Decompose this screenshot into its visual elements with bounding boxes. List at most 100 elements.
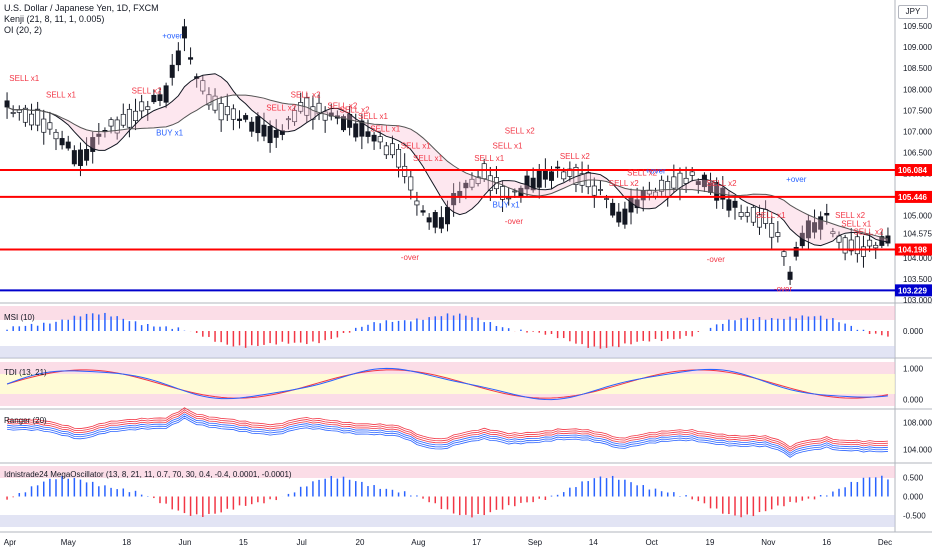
candle-body [365, 131, 371, 137]
x-tick-label: Jun [179, 538, 192, 547]
candle-body [53, 131, 59, 140]
pane-label-tdi[interactable]: TDI (13, 21) [4, 368, 47, 377]
x-tick-label: May [61, 538, 76, 547]
candle-body [775, 232, 781, 237]
candle-body [285, 118, 291, 121]
level-price-tag [895, 164, 932, 177]
x-tick-label: 20 [356, 538, 365, 547]
candle-body [738, 212, 744, 217]
signal-annotation: SELL x2 [835, 211, 865, 220]
candle-body [885, 235, 891, 244]
signal-annotation: -over [707, 255, 726, 264]
candle-body [292, 110, 298, 123]
candle-body [830, 231, 836, 235]
mega-upper-band [0, 466, 895, 478]
candle-body [298, 102, 304, 112]
candle-body [597, 189, 603, 191]
candle-body [243, 115, 249, 120]
x-tick-label: 14 [589, 538, 598, 547]
signal-annotation: +over [786, 175, 807, 184]
candle-body [4, 100, 10, 108]
currency-button[interactable]: JPY [898, 5, 928, 19]
candle-body [812, 222, 818, 233]
signal-annotation: SELL x1 [413, 154, 443, 163]
tdi-mid-band [0, 374, 895, 394]
y-tick-label: 104.575 [903, 230, 932, 239]
candle-body [65, 141, 71, 149]
candle-body [273, 130, 279, 138]
y-tick-label: 109.000 [903, 43, 932, 52]
candle-body [230, 108, 236, 120]
candle-body [542, 170, 548, 180]
candle-body [451, 193, 457, 206]
candle-body [530, 177, 536, 191]
ranger-band-line [7, 413, 888, 454]
candle-body [212, 95, 218, 111]
y-tick-label: 108.000 [903, 85, 932, 94]
x-tick-label: 17 [472, 538, 481, 547]
candle-body [744, 212, 750, 217]
candle-body [848, 239, 854, 252]
candle-body [29, 113, 35, 126]
candle-body [824, 212, 830, 216]
candle-body [383, 145, 389, 156]
signal-annotation: SELL x2 [707, 179, 737, 188]
pane-label-mega[interactable]: Idnistrade24 MegaOscillator (13, 8, 21, … [4, 470, 292, 479]
candle-body [487, 175, 493, 191]
signal-annotation: SELL x2 [291, 91, 321, 100]
candle-body [671, 176, 677, 189]
pane-y-tick-label: 104.000 [903, 446, 932, 455]
candle-body [77, 149, 83, 166]
level-price-tag [895, 284, 932, 297]
x-tick-label: 19 [706, 538, 715, 547]
candle-body [561, 171, 567, 180]
candle-body [371, 134, 377, 142]
ma-slow-line [6, 94, 889, 240]
signal-annotation: SELL x2 [560, 152, 590, 161]
pane-y-tick-label: 0.500 [903, 473, 924, 482]
signal-annotation: -over [401, 253, 420, 262]
signal-annotation: SELL x1 [474, 154, 504, 163]
candle-body [90, 137, 96, 152]
signal-annotation: SELL x1 [493, 141, 523, 150]
ma-fill [7, 73, 888, 246]
y-tick-label: 105.000 [903, 212, 932, 221]
candle-body [188, 57, 194, 60]
signal-annotation: SELL x1 [841, 219, 871, 228]
symbol-title: U.S. Dollar / Japanese Yen, 1D, FXCM [4, 3, 159, 13]
candle-body [206, 94, 212, 106]
mega-lower-band [0, 515, 895, 527]
signal-annotation: -over [505, 217, 524, 226]
y-tick-label: 104.000 [903, 254, 932, 263]
candle-body [341, 116, 346, 131]
level-price-label: 104.198 [898, 246, 927, 255]
y-tick-label: 107.500 [903, 106, 932, 115]
tdi-lower-band [0, 394, 895, 406]
y-tick-label: 107.000 [903, 127, 932, 136]
candle-body [781, 251, 787, 257]
signal-annotation: +over [645, 167, 666, 176]
candle-body [120, 113, 126, 126]
x-tick-label: 18 [122, 538, 131, 547]
level-price-label: 105.446 [898, 193, 927, 202]
candle-body [512, 190, 518, 193]
candle-body [695, 181, 701, 185]
candle-body [714, 182, 720, 201]
tdi-line-red [6, 369, 889, 399]
candle-body [634, 199, 640, 209]
pane-label-msi[interactable]: MSI (10) [4, 313, 35, 322]
candle-body [854, 236, 860, 255]
candle-body [604, 198, 610, 200]
candle-body [867, 239, 873, 247]
ranger-band-line [7, 415, 888, 456]
y-tick-label: 109.500 [903, 22, 932, 31]
pane-label-ranger[interactable]: Ranger (20) [4, 416, 47, 425]
y-tick-label: 103.000 [903, 296, 932, 305]
indicator-kenji[interactable]: Kenji (21, 8, 11, 1, 0.005) [4, 14, 105, 24]
signal-annotation: BUY x1 [493, 200, 521, 209]
ranger-band-line [7, 409, 888, 450]
candle-body [16, 109, 22, 113]
indicator-oi[interactable]: OI (20, 2) [4, 25, 43, 35]
signal-annotation: SELL x2 [327, 101, 357, 110]
